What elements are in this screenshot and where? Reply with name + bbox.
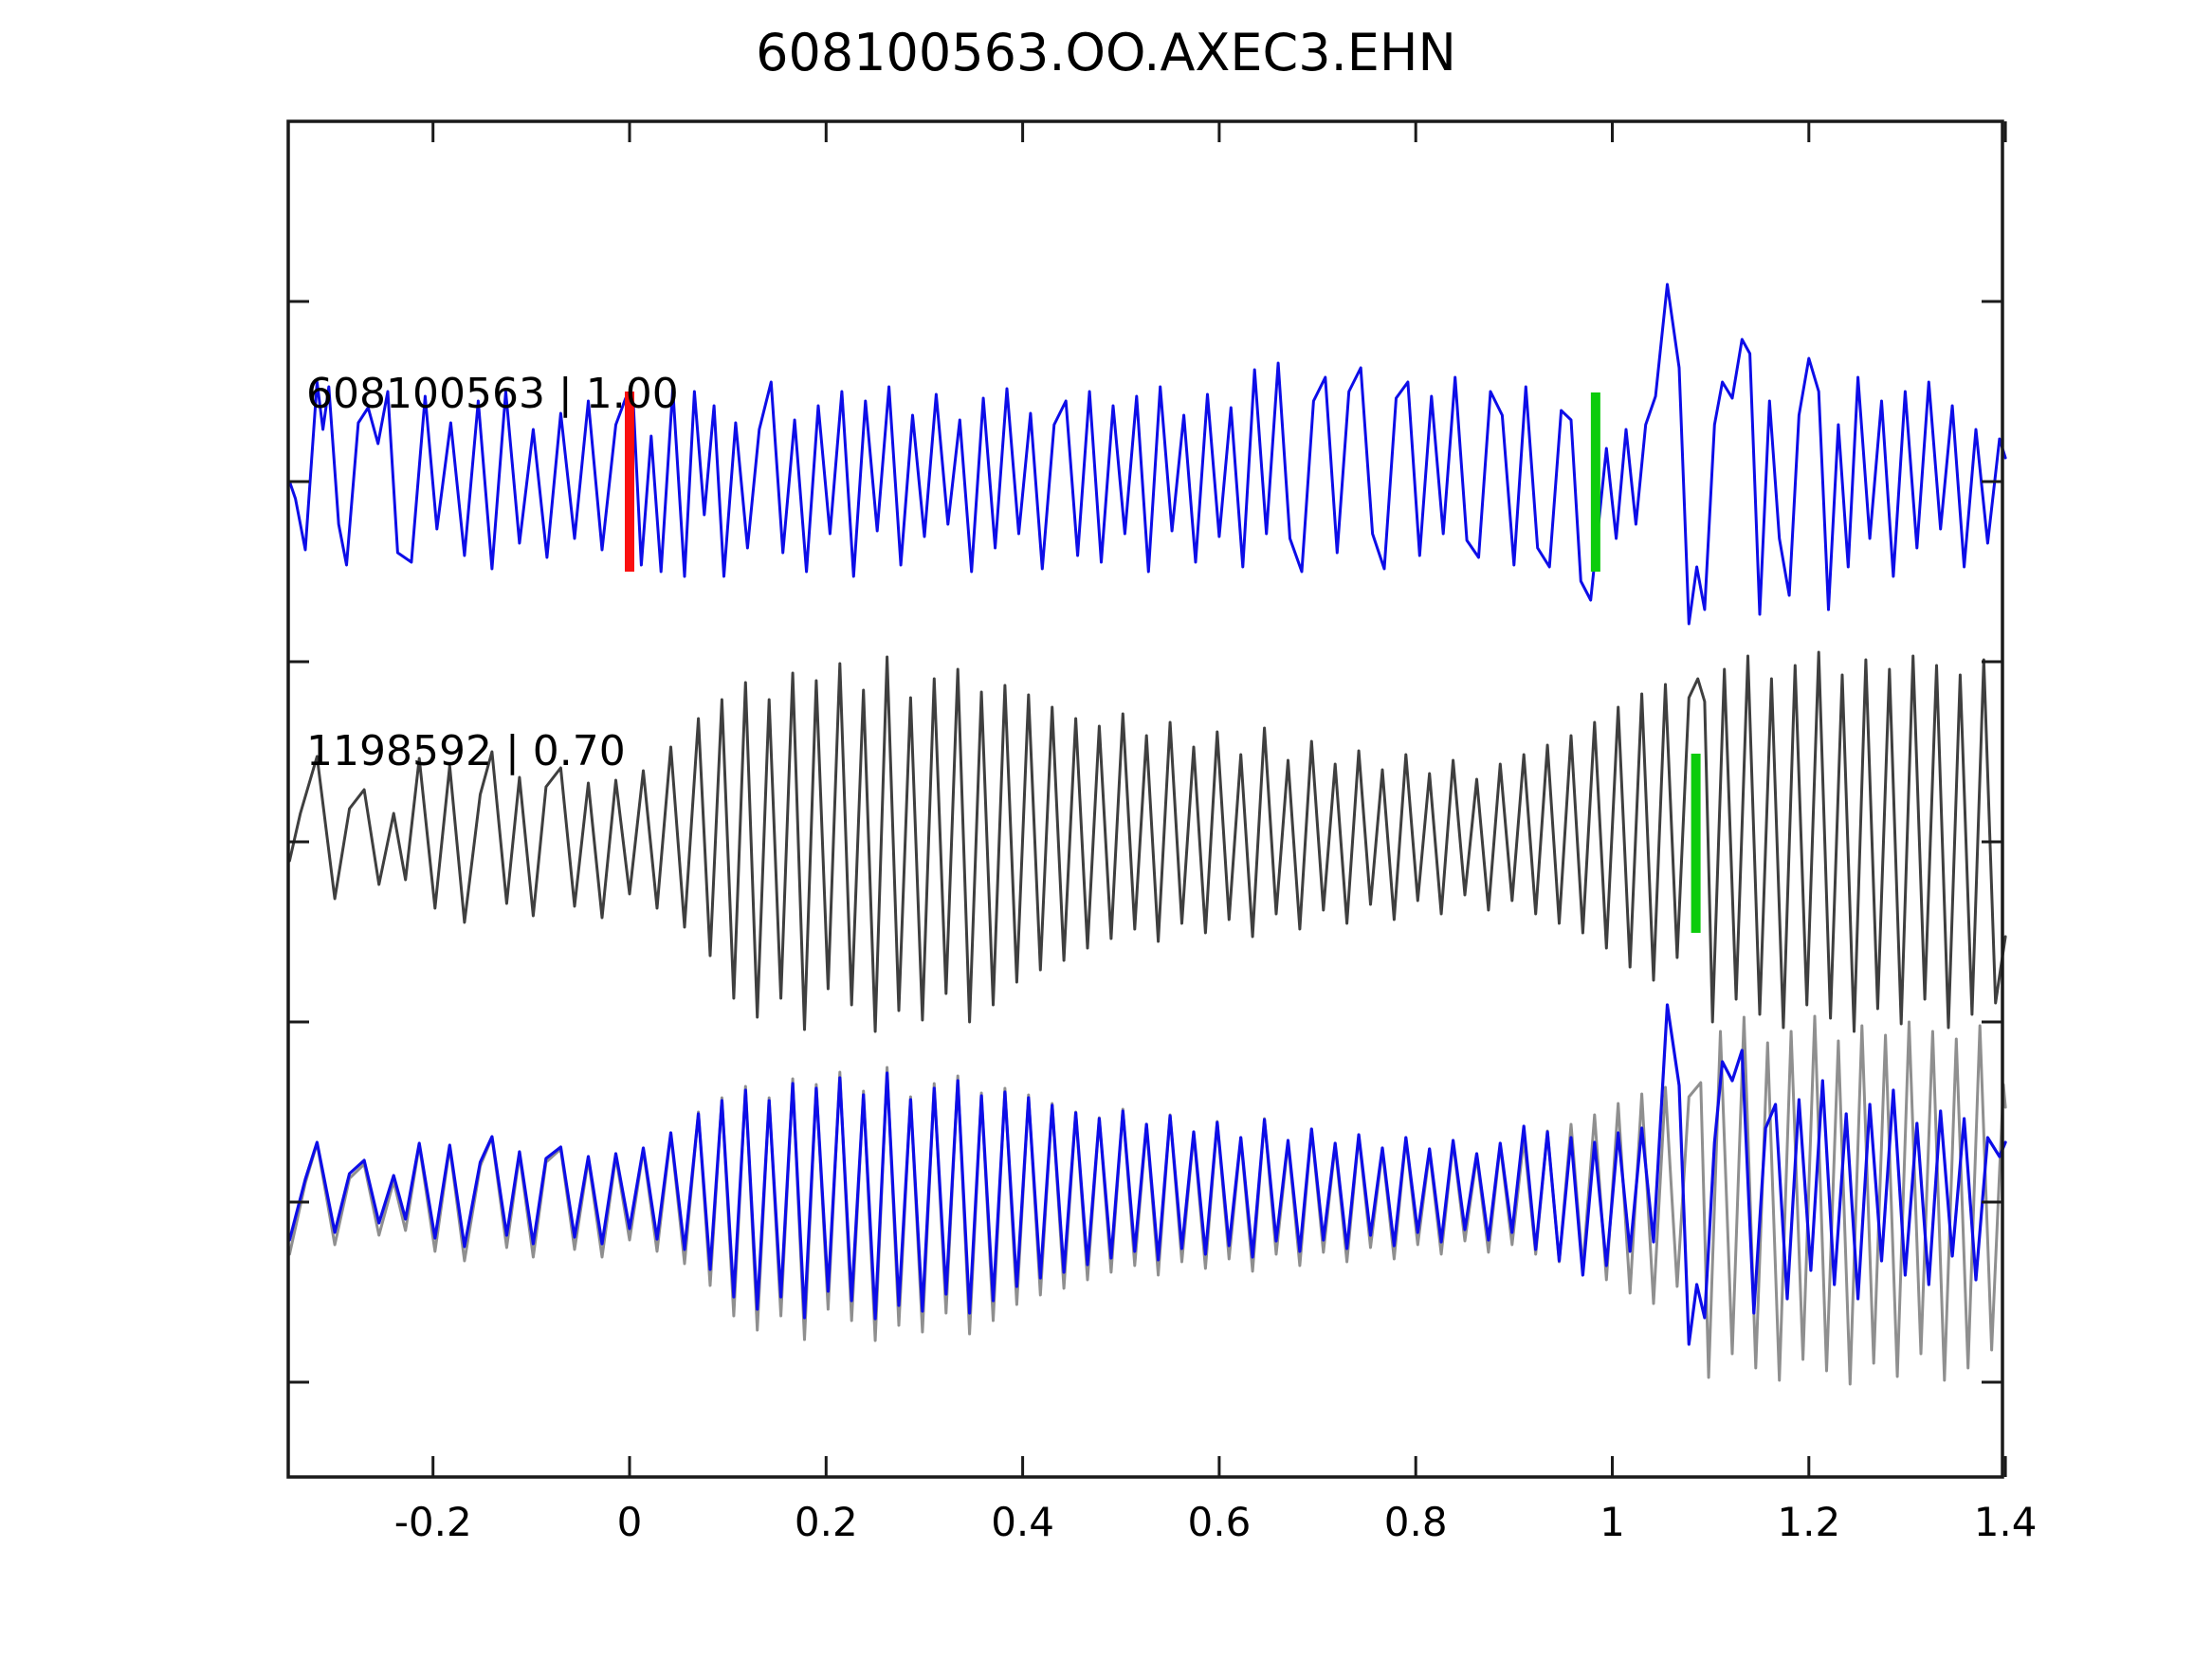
plot-title: 608100563.OO.AXEC3.EHN: [756, 23, 1456, 82]
detection-id-label: 1198592 | 0.70: [306, 727, 626, 775]
x-tick-label: 1.2: [1777, 1499, 1840, 1545]
overlay-template-trace: [287, 1003, 2007, 1346]
x-tick-label: -0.2: [394, 1499, 472, 1545]
template-trace: [287, 283, 2007, 626]
x-tick-label: 0: [617, 1499, 643, 1545]
template-id-label: 608100563 | 1.00: [306, 370, 679, 418]
x-tick-label: 0.4: [991, 1499, 1054, 1545]
x-tick-label: 1.4: [1974, 1499, 2038, 1545]
detection-trace: [287, 650, 2007, 1033]
x-tick-label: 0.8: [1384, 1499, 1448, 1545]
plot-frame: [286, 119, 2004, 1479]
x-tick-label: 0.6: [1188, 1499, 1252, 1545]
x-tick-label: 0.2: [795, 1499, 858, 1545]
x-tick-label: 1: [1600, 1499, 1625, 1545]
